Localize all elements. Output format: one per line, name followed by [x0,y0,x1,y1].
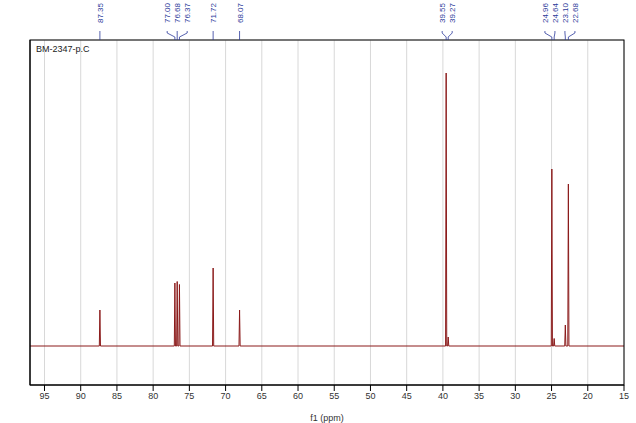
svg-text:50: 50 [365,391,375,401]
svg-text:BM-2347-p.C: BM-2347-p.C [36,44,90,54]
svg-text:15: 15 [619,391,629,401]
svg-text:55: 55 [329,391,339,401]
svg-text:39.55: 39.55 [438,2,447,23]
svg-text:23.10: 23.10 [561,2,570,23]
svg-text:95: 95 [39,391,49,401]
svg-text:70: 70 [221,391,231,401]
svg-text:80: 80 [148,391,158,401]
svg-text:39.27: 39.27 [448,2,457,23]
svg-text:76.37: 76.37 [183,2,192,23]
svg-text:30: 30 [510,391,520,401]
svg-text:45: 45 [402,391,412,401]
svg-text:20: 20 [583,391,593,401]
svg-text:24.96: 24.96 [541,2,550,23]
svg-text:24.64: 24.64 [551,2,560,23]
svg-text:75: 75 [184,391,194,401]
svg-text:65: 65 [257,391,267,401]
svg-text:f1 (ppm): f1 (ppm) [310,413,344,423]
svg-text:68.07: 68.07 [236,2,245,23]
svg-text:87.35: 87.35 [96,2,105,23]
svg-text:77.00: 77.00 [163,2,172,23]
svg-text:60: 60 [293,391,303,401]
svg-text:22.68: 22.68 [571,2,580,23]
svg-text:35: 35 [474,391,484,401]
svg-text:76.68: 76.68 [173,2,182,23]
svg-text:90: 90 [76,391,86,401]
svg-text:40: 40 [438,391,448,401]
svg-text:71.72: 71.72 [209,2,218,23]
svg-text:25: 25 [547,391,557,401]
svg-text:85: 85 [112,391,122,401]
